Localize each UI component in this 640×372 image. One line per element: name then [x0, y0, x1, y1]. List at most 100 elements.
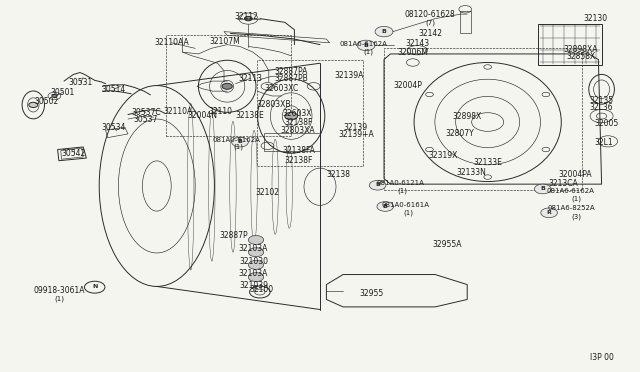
Circle shape	[248, 273, 264, 282]
Circle shape	[222, 83, 232, 89]
Text: (1): (1)	[363, 48, 373, 55]
Text: 3E100: 3E100	[249, 285, 273, 294]
Text: 32803XA: 32803XA	[280, 126, 315, 135]
Circle shape	[248, 260, 264, 269]
Circle shape	[29, 102, 38, 108]
Text: 30501: 30501	[51, 88, 75, 97]
Text: 3213CA: 3213CA	[548, 179, 578, 187]
Text: 32005: 32005	[595, 119, 619, 128]
Text: 081A6-8252A: 081A6-8252A	[547, 205, 595, 211]
Text: (3): (3)	[571, 213, 581, 220]
Text: 32803XB: 32803XB	[257, 100, 291, 109]
Text: 30534: 30534	[102, 123, 126, 132]
Text: 08120-61628: 08120-61628	[404, 10, 456, 19]
Text: I3P 00: I3P 00	[589, 353, 614, 362]
Text: 32102: 32102	[255, 188, 280, 197]
Circle shape	[248, 248, 264, 257]
Bar	[384, 48, 582, 190]
Text: 32139: 32139	[344, 123, 368, 132]
Text: 32138E: 32138E	[236, 111, 264, 120]
Bar	[460, 11, 471, 33]
Text: B: B	[237, 139, 243, 144]
Text: 32103A: 32103A	[239, 269, 268, 278]
Text: 081A0-6161A: 081A0-6161A	[381, 202, 430, 208]
Text: 32138F: 32138F	[285, 118, 313, 126]
Text: (7): (7)	[425, 20, 435, 26]
Text: B: B	[383, 203, 388, 209]
Text: 32887PA: 32887PA	[275, 67, 308, 76]
Text: B: B	[375, 182, 380, 187]
Text: 32107M: 32107M	[210, 37, 241, 46]
Text: 32139A: 32139A	[334, 71, 364, 80]
Text: 32138: 32138	[326, 170, 350, 179]
Text: N: N	[92, 284, 97, 289]
Text: 321039: 321039	[239, 281, 268, 290]
Text: (1): (1)	[397, 187, 407, 194]
Text: 32133E: 32133E	[473, 158, 502, 167]
Text: 081A0-6121A: 081A0-6121A	[376, 180, 424, 186]
Text: 32113: 32113	[239, 74, 263, 83]
Text: 32955A: 32955A	[432, 240, 461, 249]
Text: 32898XA: 32898XA	[564, 45, 598, 54]
Text: 32142: 32142	[418, 29, 442, 38]
Text: 30502: 30502	[34, 97, 58, 106]
Circle shape	[357, 40, 375, 51]
Text: 32139+A: 32139+A	[338, 130, 374, 139]
Text: 32130: 32130	[583, 14, 607, 23]
Circle shape	[369, 180, 386, 190]
Text: 32143: 32143	[405, 39, 429, 48]
Text: 081A0-6162A: 081A0-6162A	[213, 137, 260, 142]
Text: 32603X: 32603X	[282, 109, 312, 118]
Text: 32112: 32112	[234, 12, 259, 21]
Text: 32898X: 32898X	[452, 112, 482, 121]
Text: (1): (1)	[571, 195, 581, 202]
Circle shape	[232, 137, 248, 147]
Text: B: B	[540, 186, 545, 191]
Bar	[264, 133, 320, 151]
Bar	[257, 60, 363, 166]
Text: 321030: 321030	[239, 257, 268, 266]
Text: 32955: 32955	[359, 289, 383, 298]
Text: 32807Y: 32807Y	[445, 129, 474, 138]
Text: 30542: 30542	[61, 149, 86, 158]
Text: 32004PA: 32004PA	[558, 170, 591, 179]
Text: 32138FA: 32138FA	[282, 146, 316, 155]
Text: R: R	[547, 210, 552, 215]
Text: 32887P: 32887P	[220, 231, 248, 240]
Text: 09918-3061A: 09918-3061A	[33, 286, 84, 295]
Circle shape	[248, 235, 264, 244]
Text: B: B	[381, 29, 387, 34]
Text: 32006M: 32006M	[397, 48, 428, 57]
Circle shape	[534, 184, 551, 194]
Text: 32110A: 32110A	[163, 107, 193, 116]
Text: 32004P: 32004P	[394, 81, 423, 90]
Text: 32103A: 32103A	[239, 244, 268, 253]
Bar	[538, 24, 602, 65]
Text: 32L1: 32L1	[595, 138, 614, 147]
Text: (1): (1)	[54, 295, 64, 302]
Text: 32319X: 32319X	[429, 151, 458, 160]
Text: 081A6-6162A: 081A6-6162A	[547, 188, 595, 194]
Circle shape	[541, 208, 557, 218]
Text: 081A6-6162A: 081A6-6162A	[340, 41, 387, 47]
Circle shape	[377, 202, 394, 211]
Text: 32138F: 32138F	[285, 156, 313, 165]
Text: 32133N: 32133N	[456, 169, 486, 177]
Text: (1): (1)	[403, 209, 413, 216]
Text: 32887PB: 32887PB	[275, 74, 308, 83]
Text: 32004N: 32004N	[188, 111, 217, 120]
Circle shape	[375, 26, 393, 37]
Text: (1): (1)	[233, 144, 243, 150]
Text: 30537C: 30537C	[131, 108, 161, 117]
Text: 30531: 30531	[68, 78, 93, 87]
Text: 32L36: 32L36	[590, 103, 613, 112]
Bar	[166, 35, 291, 136]
Circle shape	[52, 94, 57, 97]
Text: 32110AA: 32110AA	[154, 38, 189, 47]
Text: B: B	[364, 42, 369, 48]
Text: 32603XC: 32603XC	[264, 84, 299, 93]
Text: 30514: 30514	[102, 85, 126, 94]
Text: 32858X: 32858X	[566, 52, 596, 61]
Circle shape	[244, 16, 252, 21]
Text: 32110: 32110	[209, 107, 233, 116]
